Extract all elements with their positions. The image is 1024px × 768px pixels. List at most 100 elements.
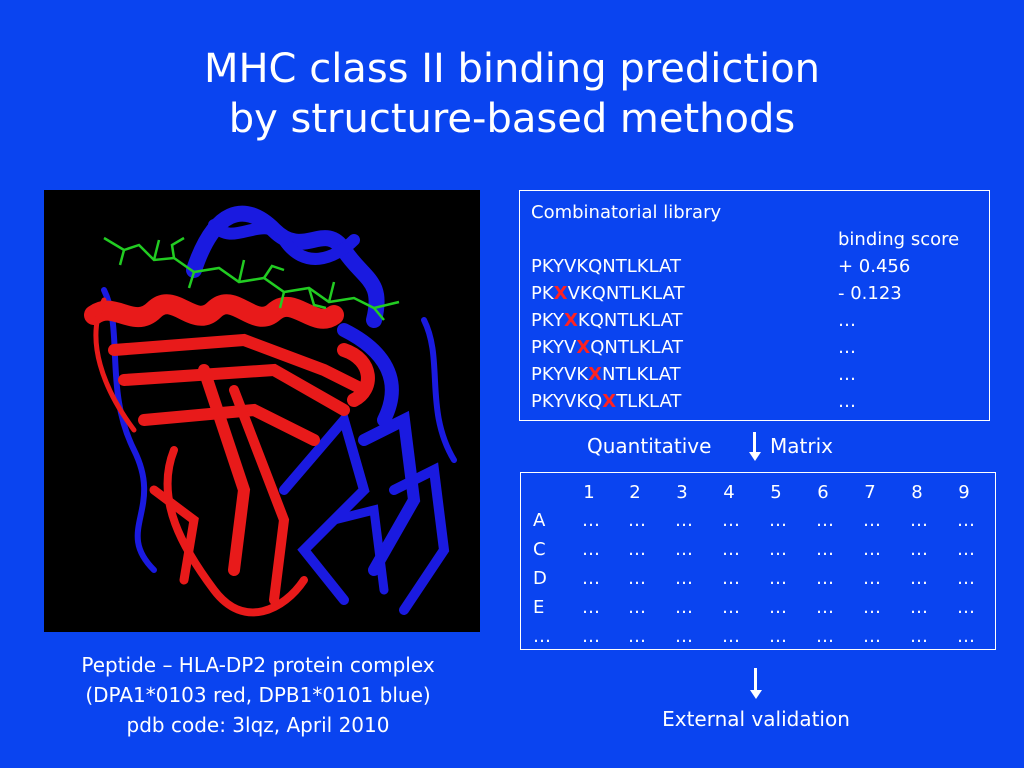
sequence-prefix: PKYVKQNTLKLAT [531,256,681,277]
matrix-cell: … [957,510,975,531]
matrix-cell: … [582,510,600,531]
matrix-row-label: A [533,510,546,531]
library-score-header-row: binding score [531,226,989,253]
matrix-cell: … [769,539,787,560]
matrix-row-label: C [533,539,546,560]
sequence-prefix: PK [531,283,554,304]
sequence-prefix: PKYVK [531,364,589,385]
matrix-cell: … [816,597,834,618]
matrix-cell: … [769,597,787,618]
matrix-column-header: 6 [817,482,829,503]
title-line-2: by structure-based methods [228,96,796,142]
binding-score: … [838,364,856,385]
matrix-cell: … [675,539,693,560]
matrix-cell: … [957,539,975,560]
matrix-column-header: 1 [583,482,595,503]
slide-title: MHC class II binding prediction by struc… [0,44,1024,144]
matrix-cell: … [863,510,881,531]
matrix-cell: … [722,510,740,531]
matrix-cell: … [816,626,834,647]
library-row: PKYVKQNTLKLAT + 0.456 [531,253,989,280]
matrix-cell: … [628,510,646,531]
library-row: PKYVKXNTLKLAT … [531,361,989,388]
quantitative-matrix-box: 1 2 3 4 5 6 7 8 9 A … … … … … … … … … C … … … … … … … … … D … … … … … … … … …… [520,472,996,650]
matrix-cell: … [957,626,975,647]
down-arrow-head-1 [748,452,761,461]
matrix-cell: … [628,568,646,589]
matrix-row-label: E [533,597,545,618]
figure-caption: Peptide – HLA-DP2 protein complex (DPA1*… [30,650,486,740]
library-heading-row: Combinatorial library [531,199,989,226]
matrix-cell: … [675,597,693,618]
red-chain [84,294,375,617]
library-sequence: PKXVKQNTLKLAT [531,280,685,307]
sequence-suffix: QNTLKLAT [590,337,684,358]
matrix-cell: … [910,626,928,647]
matrix-row-label: D [533,568,547,589]
matrix-label: Matrix [770,434,833,458]
matrix-cell: … [769,510,787,531]
binding-score: … [838,310,856,331]
binding-score: - 0.123 [838,283,902,304]
down-arrow-shaft-2 [754,668,757,692]
down-arrow-head-2 [749,690,762,699]
matrix-column-header: 5 [770,482,782,503]
library-row: PKYVXQNTLKLAT … [531,334,989,361]
substitution-marker: X [564,310,578,331]
quantitative-label: Quantitative [587,434,712,458]
matrix-cell: … [769,568,787,589]
library-sequence: PKYVKXNTLKLAT [531,361,681,388]
substitution-marker: X [602,391,617,412]
matrix-cell: … [816,510,834,531]
matrix-cell: … [582,597,600,618]
library-row: PKXVKQNTLKLAT - 0.123 [531,280,989,307]
binding-score: … [838,337,856,358]
matrix-cell: … [722,597,740,618]
sequence-suffix: TLKLAT [616,391,682,412]
matrix-cell: … [863,568,881,589]
matrix-cell: … [863,597,881,618]
library-sequence: PKYXKQNTLKLAT [531,307,683,334]
substitution-marker: X [553,283,568,304]
caption-line-1: Peptide – HLA-DP2 protein complex [81,653,435,677]
blue-chain [101,205,457,615]
substitution-marker: X [576,337,591,358]
protein-structure-image [44,190,480,632]
matrix-cell: … [816,568,834,589]
matrix-cell: … [722,539,740,560]
matrix-cell: … [722,626,740,647]
matrix-cell: … [675,568,693,589]
matrix-column-header: 9 [958,482,970,503]
matrix-cell: … [910,568,928,589]
binding-score-header: binding score [838,229,960,250]
binding-score: … [838,391,856,412]
matrix-column-header: 3 [676,482,688,503]
matrix-row-label: … [533,626,551,647]
matrix-cell: … [816,539,834,560]
matrix-cell: … [910,539,928,560]
matrix-cell: … [628,539,646,560]
matrix-column-header: 4 [723,482,735,503]
green-peptide [103,236,400,321]
matrix-cell: … [582,626,600,647]
matrix-cell: … [675,626,693,647]
library-row: PKYXKQNTLKLAT … [531,307,989,334]
binding-score: + 0.456 [838,256,911,277]
matrix-cell: … [910,510,928,531]
matrix-cell: … [675,510,693,531]
library-heading: Combinatorial library [531,202,722,223]
matrix-cell: … [582,568,600,589]
sequence-prefix: PKYVKQ [531,391,603,412]
matrix-cell: … [722,568,740,589]
library-sequence: PKYVKQNTLKLAT [531,253,681,280]
protein-ribbon-drawing [84,205,457,617]
library-sequence: PKYVXQNTLKLAT [531,334,683,361]
combinatorial-library-box: Combinatorial library binding score PKYV… [519,190,990,421]
library-rows: PKYVKQNTLKLAT + 0.456 PKXVKQNTLKLAT - 0.123… [531,253,989,415]
substitution-marker: X [588,364,603,385]
sequence-prefix: PKYV [531,337,577,358]
sequence-prefix: PKY [531,310,565,331]
sequence-suffix: KQNTLKLAT [577,310,683,331]
matrix-cell: … [628,626,646,647]
matrix-cell: … [957,597,975,618]
